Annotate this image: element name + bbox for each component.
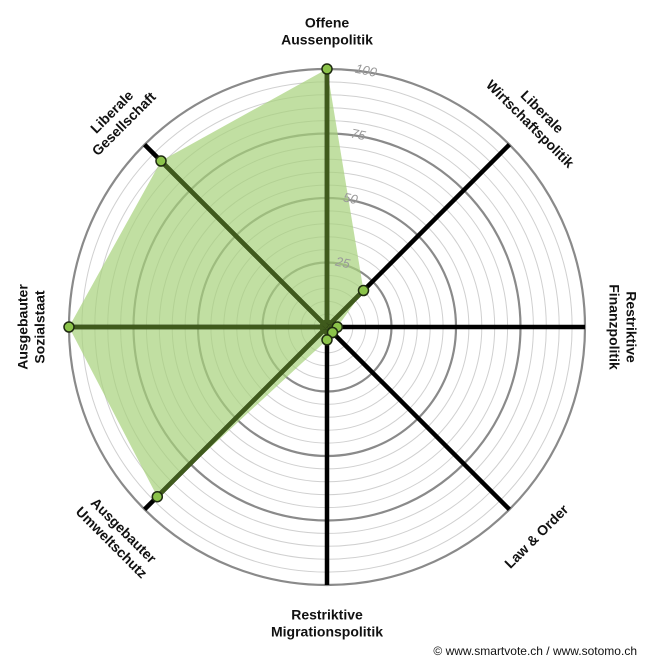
axis-label: AusgebauterSozialstaat (15, 284, 48, 370)
data-area (69, 69, 364, 497)
axis-label-line: Finanzpolitik (607, 284, 623, 370)
axis-label: RestriktiveFinanzpolitik (607, 284, 640, 370)
axis-label-line: Restriktive (291, 607, 363, 623)
axis-label: Offene Aussenpolitik (281, 15, 373, 48)
axis-label-line: Migrationspolitik (271, 624, 383, 640)
axis-label-line: Sozialstaat (32, 290, 48, 363)
data-point (321, 63, 333, 75)
axis-label-line: Law & Order (501, 501, 572, 572)
axis-label-line: Restriktive (624, 291, 640, 363)
data-point (151, 490, 164, 503)
axis-label: Restriktive Migrationspolitik (271, 607, 383, 640)
data-point (357, 284, 370, 297)
axis-label-line: Offene (305, 15, 350, 31)
axis-label-line: Ausgebauter (15, 284, 31, 370)
axis-label: Law & Order (501, 501, 572, 572)
tick-label: 75 (350, 126, 368, 144)
data-point (155, 155, 167, 167)
data-point (63, 321, 75, 333)
tick-label: 25 (333, 253, 352, 271)
tick-label: 100 (354, 61, 379, 80)
tick-label: 50 (342, 190, 360, 208)
value-spoke (325, 288, 366, 329)
axis-spoke (325, 325, 511, 511)
copyright-text: © www.smartvote.ch / www.sotomo.ch (433, 644, 637, 658)
axis-label-line: Aussenpolitik (281, 32, 373, 48)
value-spoke (155, 325, 329, 499)
value-spoke (159, 159, 329, 329)
data-point (321, 334, 333, 346)
